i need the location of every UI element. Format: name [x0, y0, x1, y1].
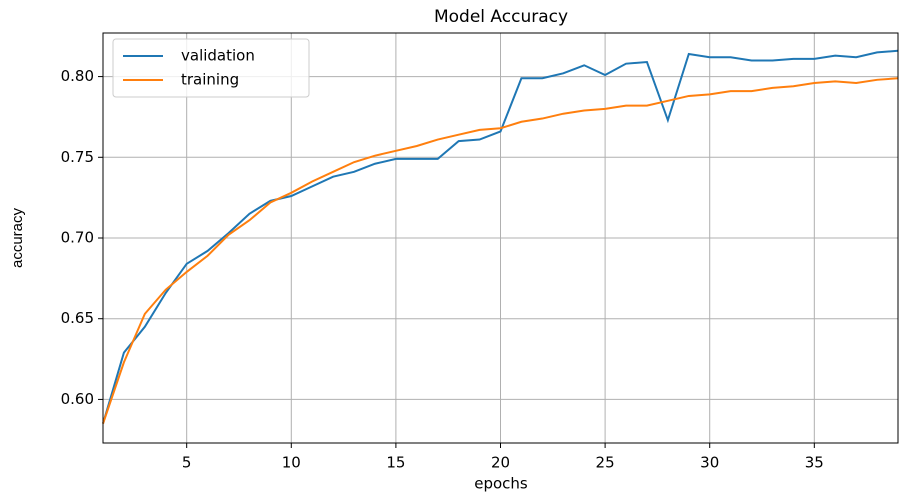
y-tick-label: 0.80 [61, 67, 94, 85]
x-tick-label: 20 [491, 454, 510, 472]
x-axis-label: epochs [474, 475, 528, 493]
y-axis-label: accuracy [9, 207, 26, 268]
y-tick-label: 0.70 [61, 229, 94, 247]
legend-label: training [181, 71, 239, 89]
y-tick-label: 0.65 [61, 309, 94, 327]
chart-title: Model Accuracy [434, 7, 568, 27]
y-tick-label: 0.75 [61, 148, 94, 166]
legend-label: validation [181, 47, 255, 65]
x-tick-label: 25 [596, 454, 615, 472]
data-line [102, 77, 899, 424]
x-tick-label: 30 [700, 454, 719, 472]
data-line [102, 49, 899, 424]
x-tick-label: 5 [182, 454, 192, 472]
x-tick-label: 15 [386, 454, 405, 472]
y-tick-label: 0.60 [61, 390, 94, 408]
x-tick-label: 35 [805, 454, 824, 472]
x-tick-label: 10 [282, 454, 301, 472]
plot-frame [102, 32, 899, 444]
legend-box [112, 38, 310, 98]
